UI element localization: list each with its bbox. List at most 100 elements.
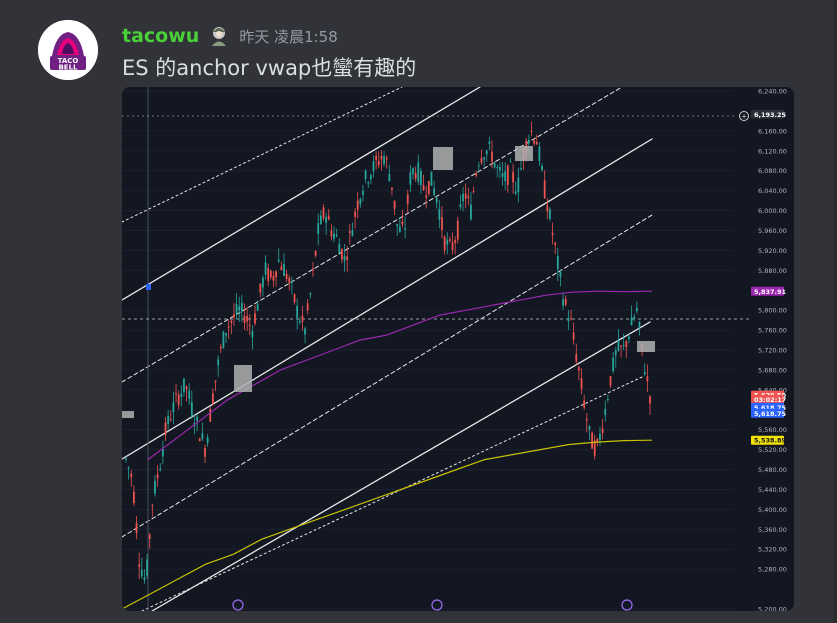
candle-body <box>319 215 322 224</box>
candle-body <box>530 131 533 133</box>
candle-body <box>156 474 159 479</box>
event-marker-icon <box>232 599 244 611</box>
candle-body <box>646 376 649 382</box>
candle-body <box>462 193 464 202</box>
y-tick-label: 5,440.00 <box>758 486 787 494</box>
candle-body <box>554 242 557 245</box>
candle-body <box>293 294 296 303</box>
y-tick-label: 5,520.00 <box>758 446 787 454</box>
candle-body <box>206 437 209 444</box>
candle-body <box>385 157 388 160</box>
channel-line <box>122 87 623 383</box>
plus-glyph: + <box>741 113 747 121</box>
candle-body <box>556 255 559 270</box>
candle-body <box>243 315 246 323</box>
candle-body <box>146 559 148 576</box>
y-tick-label: 6,120.00 <box>758 147 787 155</box>
candle-body <box>572 332 575 340</box>
chart-image-attachment[interactable]: 6,240.00 6,160.00 6,120.00 6,080.00 6,040.00… <box>122 87 794 611</box>
user-badge-icon[interactable] <box>207 24 231 48</box>
y-tick-label: 6,080.00 <box>758 167 787 175</box>
avatar[interactable]: TACO BELL <box>38 20 98 80</box>
channel-line <box>141 376 643 611</box>
username[interactable]: tacowu <box>122 25 200 47</box>
candle-body <box>254 313 256 324</box>
candle-body <box>314 251 317 256</box>
price-labels: 6,193.255,837.915,629.5003:02:175,618.75… <box>751 109 787 445</box>
candle-body <box>477 165 480 167</box>
candle-body <box>393 200 396 209</box>
y-tick-label: 5,640.00 <box>758 386 787 394</box>
y-tick-label: 5,880.00 <box>758 267 787 275</box>
candle-body <box>280 266 283 271</box>
y-tick-label: 5,200.00 <box>758 606 787 612</box>
candle-body <box>290 281 293 283</box>
candle-body <box>356 200 359 210</box>
candle-body <box>306 303 309 311</box>
candle-body <box>493 162 496 168</box>
annotation-box <box>122 411 134 418</box>
candle-body <box>380 155 383 160</box>
candle-body <box>330 230 333 237</box>
candle-body <box>143 577 146 581</box>
candle-body <box>546 205 549 212</box>
message-header: tacowu 昨天 凌晨1:58 <box>122 22 338 50</box>
candle-body <box>488 141 491 144</box>
candle-body <box>398 226 401 232</box>
y-tick-label: 6,000.00 <box>758 207 787 215</box>
candle-body <box>527 139 530 144</box>
candle-body <box>198 438 201 442</box>
channel-line <box>122 87 403 223</box>
candle-body <box>422 185 425 190</box>
candle-body <box>643 371 646 375</box>
candle-body <box>404 227 407 230</box>
candle-body <box>383 156 385 165</box>
vwap-yellow-line <box>122 439 653 610</box>
price-label-bg <box>751 435 784 445</box>
candle-body <box>296 305 299 318</box>
candle-body <box>614 350 617 356</box>
candle-body <box>543 180 546 199</box>
candle-body <box>375 155 378 161</box>
candle-body <box>309 293 312 295</box>
candle-body <box>451 242 454 250</box>
candle-body <box>327 215 330 220</box>
event-marker-icon <box>431 599 443 611</box>
candle-body <box>322 207 325 219</box>
price-label-ask: 5,618.75 <box>754 410 787 418</box>
candle-body <box>480 158 483 163</box>
add-alert-icon <box>739 111 749 121</box>
candle-body <box>148 534 151 539</box>
candle-body <box>132 491 135 504</box>
candle-body <box>298 321 301 323</box>
candle-body <box>225 333 227 336</box>
logo-text-bell: BELL <box>58 64 78 72</box>
y-tick-label: 5,400.00 <box>758 506 787 514</box>
y-tick-label: 6,240.00 <box>758 88 787 96</box>
annotation-box <box>234 365 252 392</box>
candle-body <box>509 161 512 163</box>
candle-body <box>235 304 238 315</box>
candle-body <box>259 283 262 293</box>
candle-body <box>649 396 651 404</box>
logo-text-taco: TACO <box>58 57 79 65</box>
candle-body <box>612 357 615 372</box>
scrollbar-track[interactable] <box>833 0 837 623</box>
candle-body <box>622 344 625 346</box>
y-tick-label: 5,320.00 <box>758 546 787 554</box>
candle-body <box>628 336 630 340</box>
candle-body <box>135 522 138 534</box>
candle-body <box>180 393 183 398</box>
candle-body <box>269 270 272 278</box>
candle-body <box>388 174 391 182</box>
candle-body <box>159 468 162 471</box>
channel-line <box>151 321 651 611</box>
vwap-purple-line <box>147 290 653 461</box>
price-label-bg <box>751 408 784 418</box>
channel-line <box>122 214 653 538</box>
candle-body <box>520 168 522 170</box>
candle-body <box>406 194 409 204</box>
candle-body <box>151 504 154 506</box>
y-tick-label: 5,280.00 <box>758 566 787 574</box>
candle-body <box>443 236 446 251</box>
